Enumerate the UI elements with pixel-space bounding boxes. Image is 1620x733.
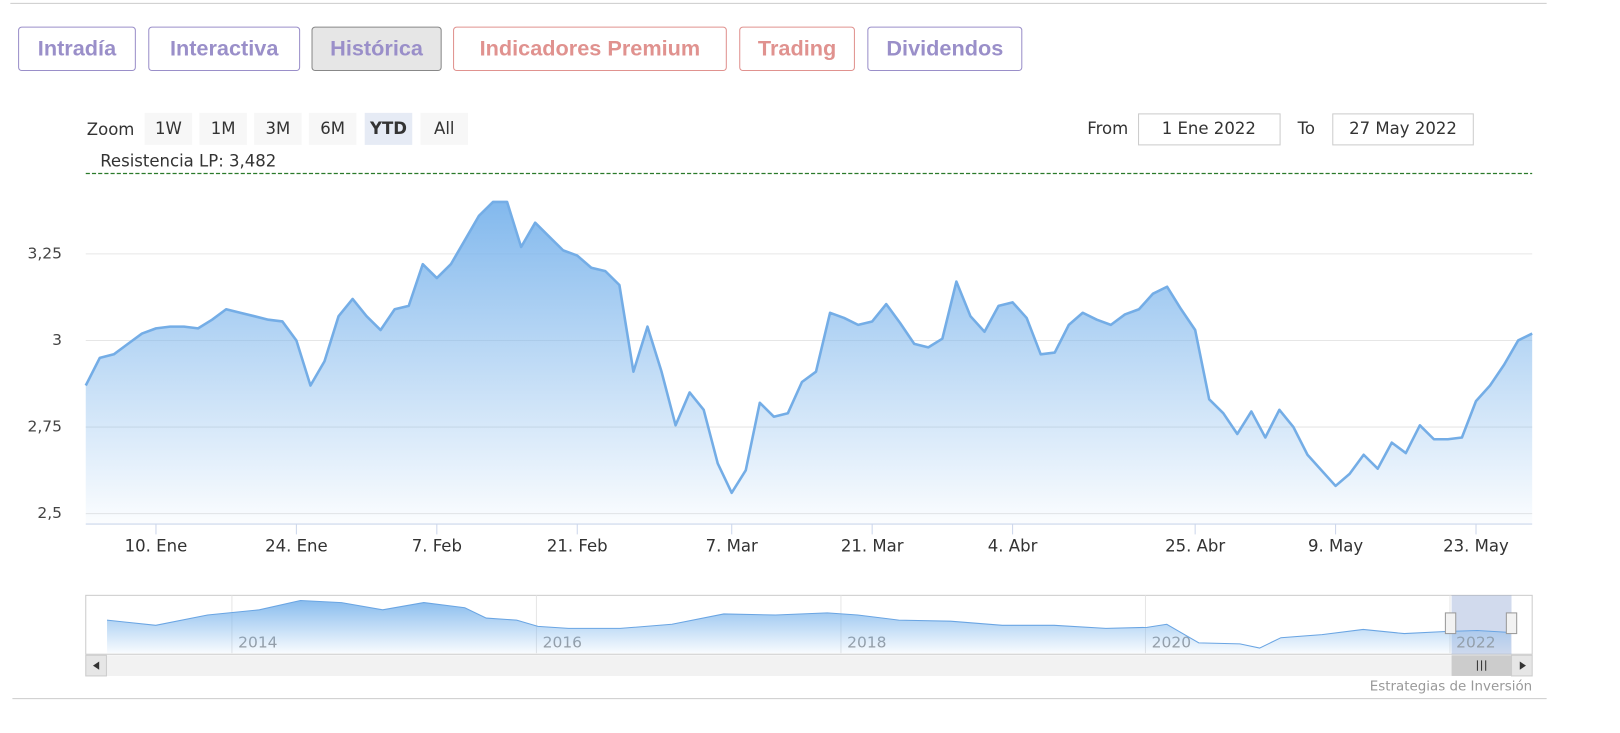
x-tick-label: 7. Feb — [412, 536, 462, 555]
tab[interactable] — [867, 26, 1023, 72]
y-tick-label: 3,25 — [28, 244, 62, 262]
zoom-button[interactable] — [420, 112, 469, 145]
tab-label: Histórica — [330, 36, 424, 61]
range-to-label: To — [1297, 119, 1315, 138]
navigator-handle[interactable] — [1505, 612, 1518, 635]
range-from-label: From — [1087, 119, 1128, 138]
zoom-button-label: YTD — [369, 119, 407, 138]
x-tick-label: 25. Abr — [1165, 536, 1225, 555]
tab[interactable] — [148, 26, 301, 72]
zoom-button[interactable] — [254, 112, 302, 145]
navigator-area — [107, 600, 1511, 654]
zoom-button[interactable] — [144, 112, 193, 145]
x-tick-label: 23. May — [1443, 536, 1509, 555]
tab-label: Indicadores Premium — [480, 36, 701, 61]
zoom-button-label: 1W — [155, 119, 182, 138]
scrollbar-track[interactable] — [85, 655, 1533, 676]
resistance-label: Resistencia LP: 3,482 — [100, 152, 276, 171]
x-tick-label: 10. Ene — [125, 536, 188, 555]
y-tick-label: 3 — [52, 331, 62, 349]
tab[interactable] — [453, 26, 727, 72]
scroll-left-arrow — [92, 661, 100, 670]
zoom-button-label: 1M — [211, 119, 236, 138]
scroll-grip — [1476, 660, 1487, 671]
tab[interactable] — [18, 26, 136, 72]
x-tick-label: 24. Ene — [265, 536, 328, 555]
tab[interactable] — [311, 26, 442, 72]
zoom-label: Zoom — [87, 120, 135, 139]
zoom-button-label: 3M — [266, 119, 291, 138]
tab-label: Trading — [758, 36, 836, 61]
x-tick-label: 9. May — [1308, 536, 1363, 555]
navigator: 20142016201820202022 — [106, 595, 1511, 654]
x-tick-label: 7. Mar — [706, 536, 758, 555]
zoom-button[interactable] — [364, 112, 413, 145]
line — [84, 200, 1533, 495]
credits: Estrategias de Inversión — [1370, 678, 1532, 694]
tab[interactable] — [739, 26, 855, 72]
scroll-right-arrow — [1519, 661, 1526, 670]
navigator-line — [106, 599, 1511, 649]
x-tick-label: 21. Feb — [547, 536, 608, 555]
zoom-button[interactable] — [199, 112, 247, 145]
zoom-button-label: All — [434, 119, 454, 138]
tab-label: Intradía — [38, 36, 117, 61]
range-from-value: 1 Ene 2022 — [1162, 119, 1256, 138]
range-to-value: 27 May 2022 — [1349, 119, 1457, 138]
y-tick-label: 2,5 — [37, 504, 62, 522]
navigator-handle[interactable] — [1444, 612, 1457, 635]
x-tick-label: 4. Abr — [988, 536, 1038, 555]
zoom-button-label: 6M — [320, 119, 345, 138]
range-to-input[interactable] — [1332, 113, 1474, 146]
area-fill — [85, 201, 1533, 525]
range-from-input[interactable] — [1138, 113, 1281, 146]
y-tick-label: 2,75 — [28, 418, 62, 436]
zoom-button[interactable] — [308, 112, 357, 145]
tab-label: Interactiva — [170, 36, 279, 61]
x-tick-label: 21. Mar — [841, 536, 904, 555]
navigator-frame — [85, 594, 1533, 655]
tab-label: Dividendos — [886, 36, 1003, 61]
